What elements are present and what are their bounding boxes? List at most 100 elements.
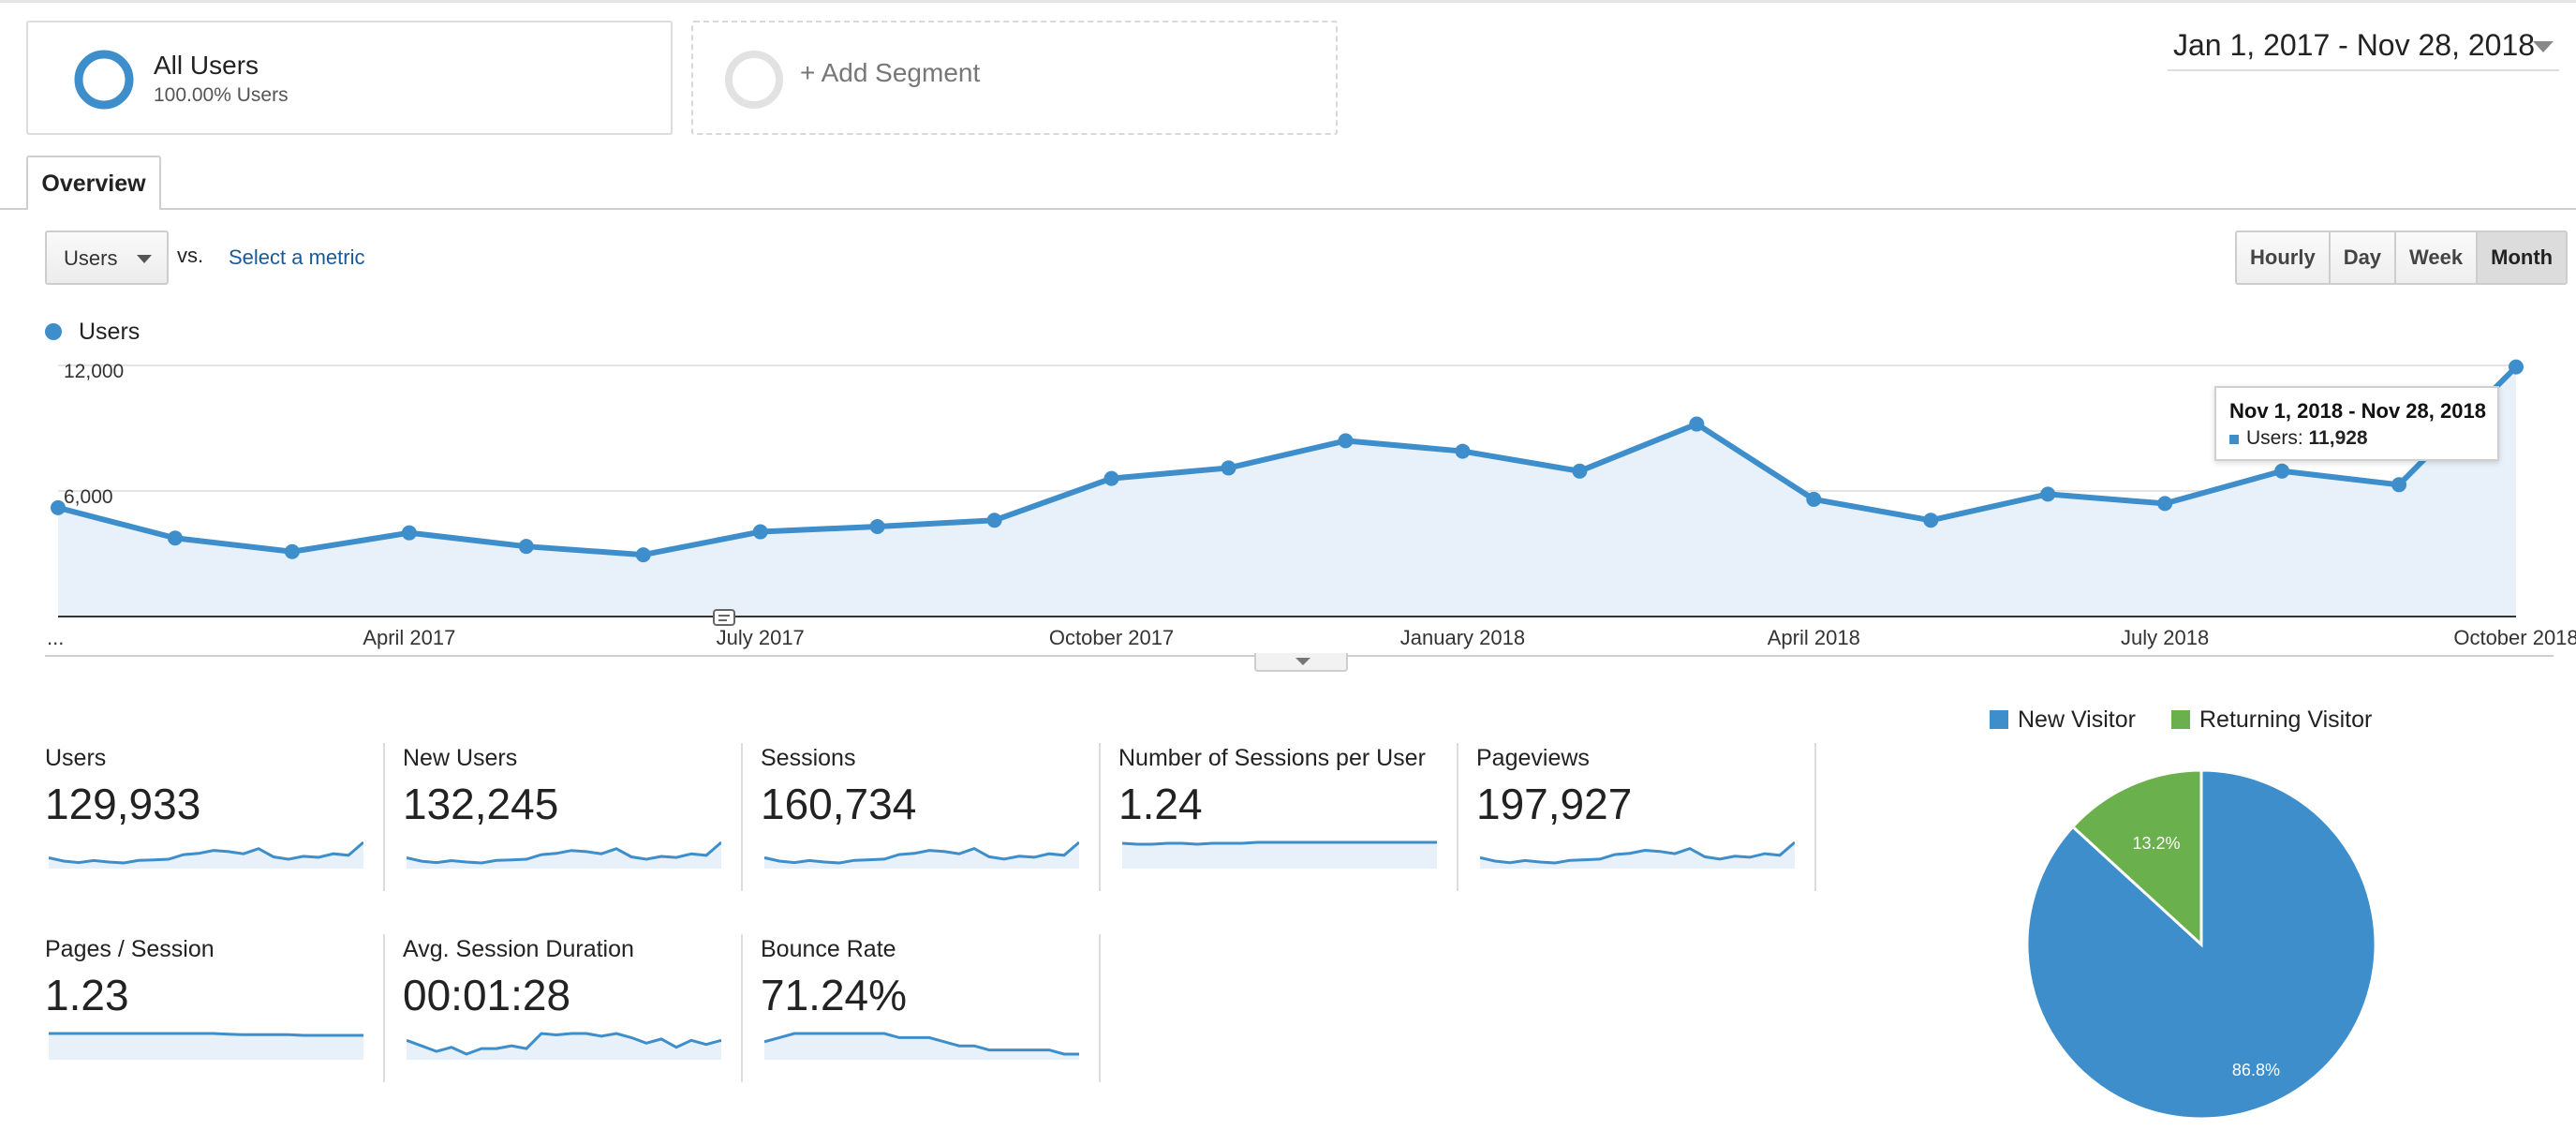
data-point[interactable] bbox=[2157, 496, 2173, 512]
pie-slice-label: 13.2% bbox=[2133, 834, 2181, 853]
sparkline-line bbox=[407, 840, 721, 865]
add-segment-button[interactable]: + Add Segment bbox=[691, 21, 1338, 135]
empty-segment-ring-icon bbox=[725, 51, 783, 109]
scorecard-sparkline bbox=[407, 840, 721, 869]
granularity-hourly-button[interactable]: Hourly bbox=[2237, 232, 2331, 283]
scorecard-sparkline bbox=[49, 1032, 363, 1060]
scorecard-label: Users bbox=[45, 745, 107, 771]
data-point[interactable] bbox=[1572, 463, 1588, 479]
sparkline-area bbox=[407, 1033, 721, 1060]
data-point-tooltip: Nov 1, 2018 - Nov 28, 2018 Users: 11,928 bbox=[2214, 386, 2499, 461]
granularity-week-button[interactable]: Week bbox=[2396, 232, 2479, 283]
top-border bbox=[0, 0, 2576, 3]
data-point[interactable] bbox=[986, 513, 1002, 528]
x-tick-label: ... bbox=[47, 626, 64, 649]
x-tick-label: October 2017 bbox=[1049, 626, 1174, 649]
scorecard-divider bbox=[1099, 743, 1101, 891]
sparkline-line bbox=[49, 1032, 363, 1037]
sparkline-area bbox=[49, 1033, 363, 1060]
granularity-month-button[interactable]: Month bbox=[2478, 232, 2567, 283]
metric-dropdown-value: Users bbox=[64, 246, 118, 270]
scorecard[interactable]: Avg. Session Duration 00:01:28 bbox=[403, 936, 759, 1105]
chart-collapse-toggle[interactable] bbox=[1254, 653, 1348, 672]
x-tick-label: January 2018 bbox=[1400, 626, 1525, 649]
data-point[interactable] bbox=[869, 518, 885, 534]
pie-legend-swatch bbox=[1990, 710, 2008, 729]
data-point[interactable] bbox=[2040, 486, 2056, 502]
pie-slice[interactable] bbox=[2070, 768, 2203, 948]
x-tick-label: July 2017 bbox=[717, 626, 805, 649]
pie-legend-new-visitor[interactable]: New Visitor bbox=[1990, 706, 2136, 734]
scorecard-divider bbox=[1814, 743, 1816, 891]
scorecard-value: 197,927 bbox=[1476, 780, 1633, 828]
data-point[interactable] bbox=[1103, 470, 1119, 486]
scorecard-value: 129,933 bbox=[45, 780, 201, 828]
granularity-day-button[interactable]: Day bbox=[2330, 232, 2397, 283]
data-point[interactable] bbox=[1689, 416, 1705, 432]
data-point[interactable] bbox=[635, 547, 651, 563]
users-series-line bbox=[57, 364, 2519, 558]
sparkline-area bbox=[764, 842, 1079, 869]
sparkline-line bbox=[49, 840, 363, 865]
x-tick-label: April 2018 bbox=[1768, 626, 1860, 649]
date-range-picker[interactable]: Jan 1, 2017 - Nov 28, 2018 bbox=[2168, 26, 2559, 71]
scorecard-value: 00:01:28 bbox=[403, 971, 571, 1019]
scorecard-divider bbox=[383, 934, 385, 1082]
scorecard-value: 160,734 bbox=[761, 780, 917, 828]
scorecard-label: New Users bbox=[403, 745, 518, 771]
scorecard-sparkline bbox=[407, 1032, 721, 1060]
scorecard[interactable]: Number of Sessions per User 1.24 bbox=[1118, 745, 1474, 914]
data-point[interactable] bbox=[284, 543, 300, 559]
data-point[interactable] bbox=[2509, 359, 2524, 375]
granularity-toggle: Hourly Day Week Month bbox=[2235, 230, 2569, 285]
scorecard[interactable]: Pages / Session 1.23 bbox=[45, 936, 401, 1105]
data-point[interactable] bbox=[1221, 460, 1236, 476]
tab-overview[interactable]: Overview bbox=[26, 156, 161, 210]
scorecard-label: Pageviews bbox=[1476, 745, 1590, 771]
data-point[interactable] bbox=[167, 530, 183, 546]
data-point[interactable] bbox=[1806, 491, 1822, 507]
scorecard-divider bbox=[383, 743, 385, 891]
data-point[interactable] bbox=[752, 524, 768, 540]
scorecard-value: 132,245 bbox=[403, 780, 559, 828]
users-line-chart: 6,000 12,000 ... April 2017 July 2017 Octobe… bbox=[45, 359, 2576, 657]
data-point[interactable] bbox=[1338, 433, 1354, 449]
sparkline-line bbox=[1480, 840, 1795, 865]
scorecard[interactable]: Pageviews 197,927 bbox=[1476, 745, 1832, 914]
sparkline-area bbox=[407, 842, 721, 869]
metric-dropdown[interactable]: Users bbox=[45, 230, 169, 285]
tooltip-metric-label: Users: bbox=[2246, 427, 2303, 449]
segment-subtitle: 100.00% Users bbox=[154, 84, 289, 106]
data-point[interactable] bbox=[518, 539, 534, 555]
tooltip-metric-value: 11,928 bbox=[2308, 427, 2368, 449]
sparkline-line bbox=[764, 1032, 1079, 1056]
segment-all-users[interactable]: All Users 100.00% Users bbox=[26, 21, 673, 135]
scorecard-label: Avg. Session Duration bbox=[403, 936, 634, 962]
tab-bar-border bbox=[0, 208, 2576, 210]
data-point[interactable] bbox=[2274, 463, 2290, 479]
sparkline-area bbox=[764, 1033, 1079, 1060]
scorecard-label: Pages / Session bbox=[45, 936, 215, 962]
data-point[interactable] bbox=[51, 499, 66, 515]
scorecard[interactable]: New Users 132,245 bbox=[403, 745, 759, 914]
scorecard[interactable]: Users 129,933 bbox=[45, 745, 401, 914]
visitor-type-pie-chart: 86.8% 13.2% bbox=[2025, 768, 2377, 1121]
tooltip-series-swatch bbox=[2229, 435, 2239, 444]
scorecard-value: 1.24 bbox=[1118, 780, 1203, 828]
x-tick-label: October 2018 bbox=[2453, 626, 2576, 649]
annotation-icon[interactable] bbox=[713, 609, 735, 626]
date-range-label: Jan 1, 2017 - Nov 28, 2018 bbox=[2173, 28, 2536, 62]
pie-legend-returning-visitor[interactable]: Returning Visitor bbox=[2171, 706, 2372, 734]
data-point[interactable] bbox=[1455, 443, 1471, 459]
scorecard[interactable]: Sessions 160,734 bbox=[761, 745, 1117, 914]
series-legend-label: Users bbox=[79, 319, 141, 345]
tooltip-date-range: Nov 1, 2018 - Nov 28, 2018 bbox=[2229, 399, 2486, 423]
scorecard-value: 71.24% bbox=[761, 971, 908, 1019]
y-tick-label: 6,000 bbox=[64, 486, 113, 508]
scorecard[interactable]: Bounce Rate 71.24% bbox=[761, 936, 1117, 1105]
data-point[interactable] bbox=[1923, 513, 1939, 528]
data-point[interactable] bbox=[401, 525, 417, 541]
data-point[interactable] bbox=[2391, 477, 2407, 493]
select-metric-link[interactable]: Select a metric bbox=[229, 245, 365, 269]
scorecard-sparkline bbox=[764, 840, 1079, 869]
